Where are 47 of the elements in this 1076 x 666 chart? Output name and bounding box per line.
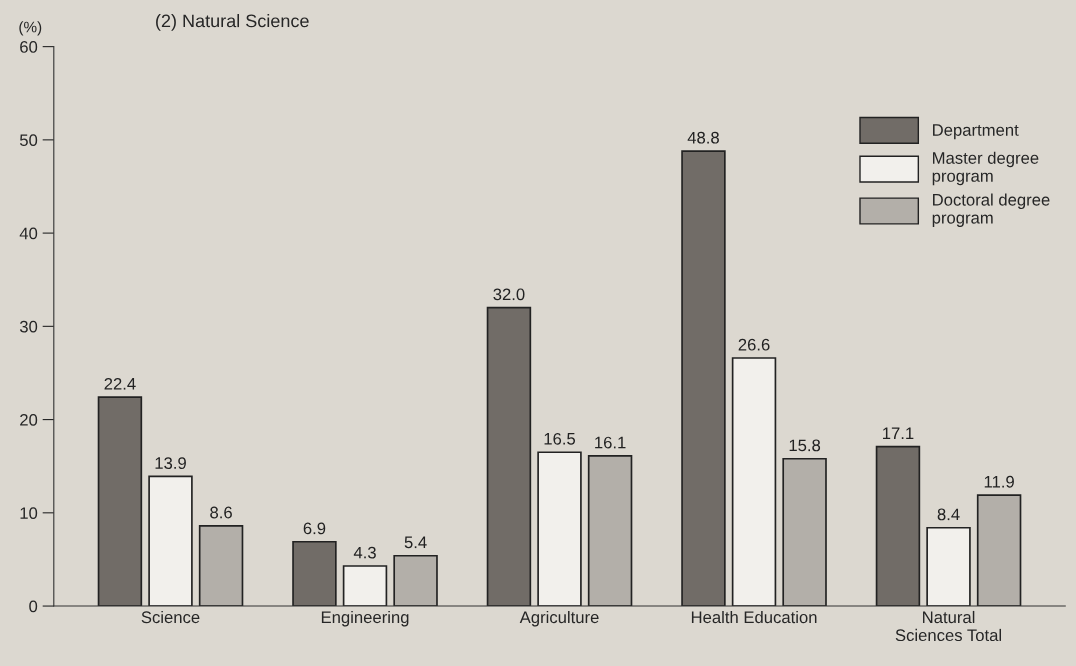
y-tick-label: 10 (20, 507, 38, 520)
data-label: 16.5 (544, 432, 576, 445)
data-label: 15.8 (789, 439, 821, 452)
data-label: 17.1 (883, 427, 914, 439)
x-tick-label: Health Education (691, 610, 817, 624)
bar (342, 565, 388, 607)
data-label: 8.4 (937, 508, 960, 521)
data-label: 8.6 (210, 506, 232, 519)
bar (393, 554, 438, 607)
bar (875, 445, 921, 607)
bar (198, 525, 244, 607)
legend-label: Master degree program (932, 151, 1039, 186)
bar (782, 457, 827, 607)
data-label: 13.9 (155, 457, 186, 469)
data-label: 6.9 (303, 522, 326, 535)
legend-label: Doctoral degree program (932, 193, 1050, 227)
bar (97, 396, 143, 607)
bar (926, 526, 971, 607)
bar (681, 150, 726, 607)
bar (486, 306, 532, 607)
data-label: 5.4 (404, 536, 427, 549)
data-label: 26.6 (738, 338, 770, 351)
bar (731, 357, 777, 607)
y-tick-label: 0 (29, 600, 38, 613)
data-label: 32.0 (493, 288, 525, 301)
y-tick-label: 40 (19, 227, 38, 240)
y-tick-label: 50 (19, 134, 38, 147)
y-tick-label: 20 (20, 413, 38, 426)
y-tick-label: 60 (20, 41, 38, 53)
data-label: 16.1 (595, 436, 626, 449)
x-tick-label: Engineering (321, 610, 409, 627)
data-label: 4.3 (353, 546, 376, 559)
data-label: 22.4 (104, 377, 136, 390)
x-tick-label: Natural Sciences Total (895, 610, 1002, 642)
y-tick-label: 30 (19, 320, 38, 333)
legend-label: Department (933, 124, 1019, 140)
bar (976, 494, 1022, 607)
chart-title: (2) Natural Science (156, 14, 309, 31)
y-axis-title: (%) (19, 21, 42, 36)
data-label: 48.8 (687, 131, 719, 144)
data-label: 11.9 (984, 475, 1014, 488)
x-tick-label: Science (141, 610, 200, 624)
bar (587, 455, 633, 607)
bar (148, 475, 193, 607)
bar (292, 540, 337, 607)
x-tick-label: Agriculture (519, 610, 599, 627)
bar (537, 451, 582, 607)
